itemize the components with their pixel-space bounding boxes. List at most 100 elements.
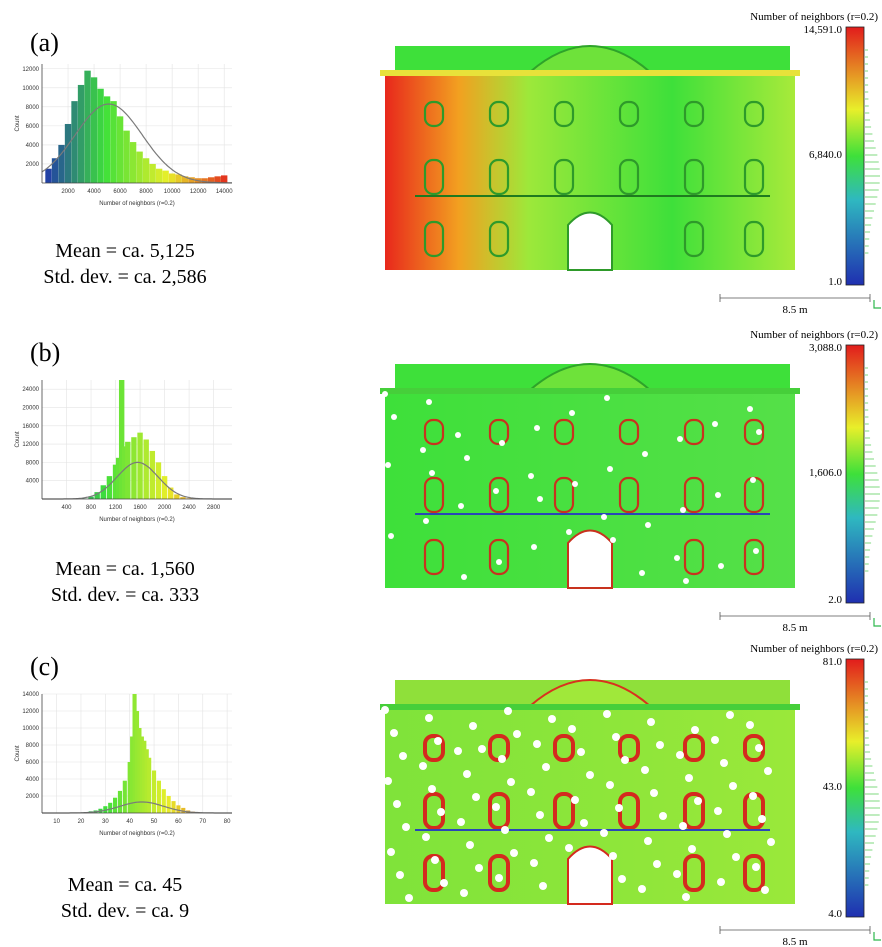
facade-gap	[528, 473, 534, 479]
facade-gap	[460, 889, 468, 897]
hist-bar	[171, 801, 176, 813]
facade-gap	[382, 391, 388, 397]
facade-gap	[764, 767, 772, 775]
facade-window	[488, 158, 510, 196]
facade-shapes	[380, 679, 800, 905]
facade-window	[553, 792, 575, 830]
hist-bar	[122, 780, 127, 813]
facade-gap	[656, 741, 664, 749]
hist-bar	[129, 142, 137, 183]
hist-bar	[131, 437, 137, 499]
facade-window	[553, 100, 575, 128]
facade-gap	[437, 808, 445, 816]
colorbar-max-label: 3,088.0	[809, 342, 843, 354]
facade-gap	[752, 863, 760, 871]
facade-window	[743, 854, 765, 892]
facade-gap	[402, 823, 410, 831]
x-tick-label: 14000	[216, 189, 233, 195]
facade-gap	[650, 789, 658, 797]
facade-gap	[641, 766, 649, 774]
facade-gap	[533, 740, 541, 748]
hist-bar	[113, 797, 118, 813]
facade-gap	[680, 507, 686, 513]
y-tick-label: 14000	[22, 692, 39, 698]
hist-bar	[162, 170, 169, 183]
facade-window	[423, 418, 445, 446]
hist-bar	[207, 177, 215, 183]
facade-window	[683, 100, 705, 128]
facade-window	[743, 418, 765, 446]
hist-bar	[142, 740, 147, 813]
facade-gap	[565, 844, 573, 852]
y-tick-label: 24000	[22, 387, 39, 393]
facade-gap	[440, 879, 448, 887]
facade-gap	[457, 818, 465, 826]
hist-bar	[139, 736, 144, 813]
y-tick-label: 6000	[26, 760, 40, 766]
facade-gap	[423, 518, 429, 524]
x-tick-label: 4000	[87, 189, 101, 195]
colorbar-min-label: 4.0	[828, 908, 842, 920]
hist-bar	[117, 790, 123, 813]
panel-c: (c) 10 20 30 40 50 60 70 80 2000 4000 6000 8000 1000…	[0, 632, 882, 947]
x-tick-label: 40	[126, 819, 133, 825]
facade-gap	[461, 574, 467, 580]
hist-bar	[110, 101, 117, 183]
facade-window	[423, 100, 445, 128]
facade-gap	[639, 570, 645, 576]
facade-window	[423, 220, 445, 258]
facade-window	[488, 220, 510, 258]
hist-bar	[155, 462, 162, 499]
hist-bar	[176, 805, 181, 813]
facade-window	[683, 476, 705, 514]
hist-bar	[151, 770, 157, 813]
facade-gap	[600, 829, 608, 837]
facade-gap	[618, 875, 626, 883]
facade-gap	[393, 800, 401, 808]
facade-gap	[615, 804, 623, 812]
facade-gap	[381, 706, 389, 714]
facade-gap	[746, 721, 754, 729]
facade-gap	[527, 788, 535, 796]
facade-window	[488, 418, 510, 446]
std-text-b: Std. dev. = ca. 333	[50, 584, 200, 606]
colorbar-c: Number of neighbors (r=0.2)81.0 43.0 4.0 8.…	[719, 643, 881, 947]
x-axis-label: Number of neighbors (r=0.2)	[99, 831, 175, 837]
facade-window	[488, 538, 510, 576]
hist-bar	[156, 780, 161, 813]
facade-gap	[726, 711, 734, 719]
facade-gap	[711, 736, 719, 744]
facade-gap	[677, 436, 683, 442]
colorbar-min-label: 2.0	[828, 594, 842, 606]
facade-cornice	[380, 388, 800, 394]
axis-gizmo-icon	[873, 618, 881, 627]
facade-gap	[718, 563, 724, 569]
facade-gap	[469, 722, 477, 730]
facade-window	[423, 734, 445, 762]
facade-gap	[536, 811, 544, 819]
facade-window	[553, 418, 575, 446]
facade-gap	[475, 864, 483, 872]
hist-bar	[161, 476, 168, 499]
hist-bar	[147, 757, 152, 813]
facade-point-cloud-c	[380, 679, 800, 905]
facade-gap	[388, 533, 394, 539]
facade-gap	[729, 782, 737, 790]
panel-label-a: (a)	[30, 28, 59, 57]
facade-window	[683, 854, 705, 892]
facade-window	[683, 734, 705, 762]
x-tick-label: 80	[224, 819, 231, 825]
facade-gap	[542, 763, 550, 771]
facade-gap	[612, 733, 620, 741]
facade-gap	[756, 429, 762, 435]
facade-window	[683, 792, 705, 830]
hist-bar	[168, 487, 174, 499]
x-axis-label: Number of neighbors (r=0.2)	[99, 201, 175, 207]
hist-bar	[84, 70, 91, 183]
facade-gap	[472, 793, 480, 801]
colorbar-mid-label: 6,840.0	[809, 149, 843, 161]
histogram-a: 2000 4000 6000 8000 10000 12000 14000 2000 4000 6…	[15, 64, 233, 207]
facade-gap	[747, 406, 753, 412]
facade-gap	[674, 555, 680, 561]
mean-text-b: Mean = ca. 1,560	[55, 558, 195, 580]
